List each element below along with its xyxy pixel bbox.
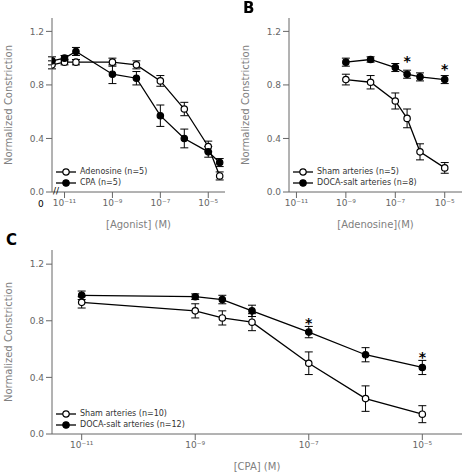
html-text:B: B bbox=[243, 0, 255, 17]
svg-text:1.2: 1.2 bbox=[30, 27, 44, 37]
svg-text:*: * bbox=[441, 61, 449, 77]
svg-text:10⁻⁹: 10⁻⁹ bbox=[336, 198, 356, 208]
svg-text:0.4: 0.4 bbox=[30, 373, 45, 383]
svg-text:10⁻⁵: 10⁻⁵ bbox=[198, 198, 218, 208]
svg-text:0.0: 0.0 bbox=[30, 429, 45, 439]
svg-text:1.2: 1.2 bbox=[267, 27, 281, 37]
html-text:DOCA-salt arteries (n=8): DOCA-salt arteries (n=8) bbox=[317, 178, 417, 187]
html-text:0: 0 bbox=[38, 199, 44, 209]
svg-text:10⁻⁵: 10⁻⁵ bbox=[412, 440, 432, 450]
svg-text:Normalized Constriction: Normalized Constriction bbox=[240, 45, 251, 165]
svg-text:0.4: 0.4 bbox=[267, 134, 282, 144]
svg-text:0.4: 0.4 bbox=[30, 134, 45, 144]
svg-text:[Adenosine](M): [Adenosine](M) bbox=[337, 219, 413, 230]
svg-text:0.0: 0.0 bbox=[30, 187, 45, 197]
svg-text:10⁻¹¹: 10⁻¹¹ bbox=[285, 198, 309, 208]
svg-text:Normalized Constriction: Normalized Constriction bbox=[8, 45, 14, 165]
svg-text:*: * bbox=[305, 315, 313, 331]
svg-text:Normalized Constriction: Normalized Constriction bbox=[8, 282, 14, 402]
svg-text:10⁻⁷: 10⁻⁷ bbox=[385, 198, 405, 208]
svg-text:10⁻⁹: 10⁻⁹ bbox=[185, 440, 205, 450]
html-text:DOCA-salt arteries (n=12): DOCA-salt arteries (n=12) bbox=[80, 420, 185, 429]
html-text:CPA (n=5): CPA (n=5) bbox=[80, 178, 121, 187]
svg-text:0.8: 0.8 bbox=[30, 316, 45, 326]
svg-text:10⁻⁹: 10⁻⁹ bbox=[103, 198, 123, 208]
svg-text:10⁻¹¹: 10⁻¹¹ bbox=[70, 440, 94, 450]
svg-text:10⁻⁷: 10⁻⁷ bbox=[299, 440, 319, 450]
svg-text:0.8: 0.8 bbox=[30, 80, 45, 90]
svg-text:*: * bbox=[403, 53, 411, 69]
html-text:C: C bbox=[6, 231, 17, 249]
svg-text:[Agonist] (M): [Agonist] (M) bbox=[106, 219, 171, 230]
svg-text:10⁻⁷: 10⁻⁷ bbox=[150, 198, 170, 208]
svg-text:*: * bbox=[419, 349, 427, 365]
html-text:Adenosine (n=5): Adenosine (n=5) bbox=[80, 167, 148, 176]
html-text:Sham arteries (n=5): Sham arteries (n=5) bbox=[317, 167, 399, 176]
svg-text:0.8: 0.8 bbox=[267, 80, 282, 90]
svg-text:0.0: 0.0 bbox=[267, 187, 282, 197]
svg-text:10⁻⁵: 10⁻⁵ bbox=[435, 198, 455, 208]
html-text:Sham arteries (n=10): Sham arteries (n=10) bbox=[80, 409, 167, 418]
svg-text:[CPA] (M): [CPA] (M) bbox=[234, 461, 281, 472]
svg-text:1.2: 1.2 bbox=[30, 259, 44, 269]
svg-text:10⁻¹¹: 10⁻¹¹ bbox=[53, 198, 77, 208]
